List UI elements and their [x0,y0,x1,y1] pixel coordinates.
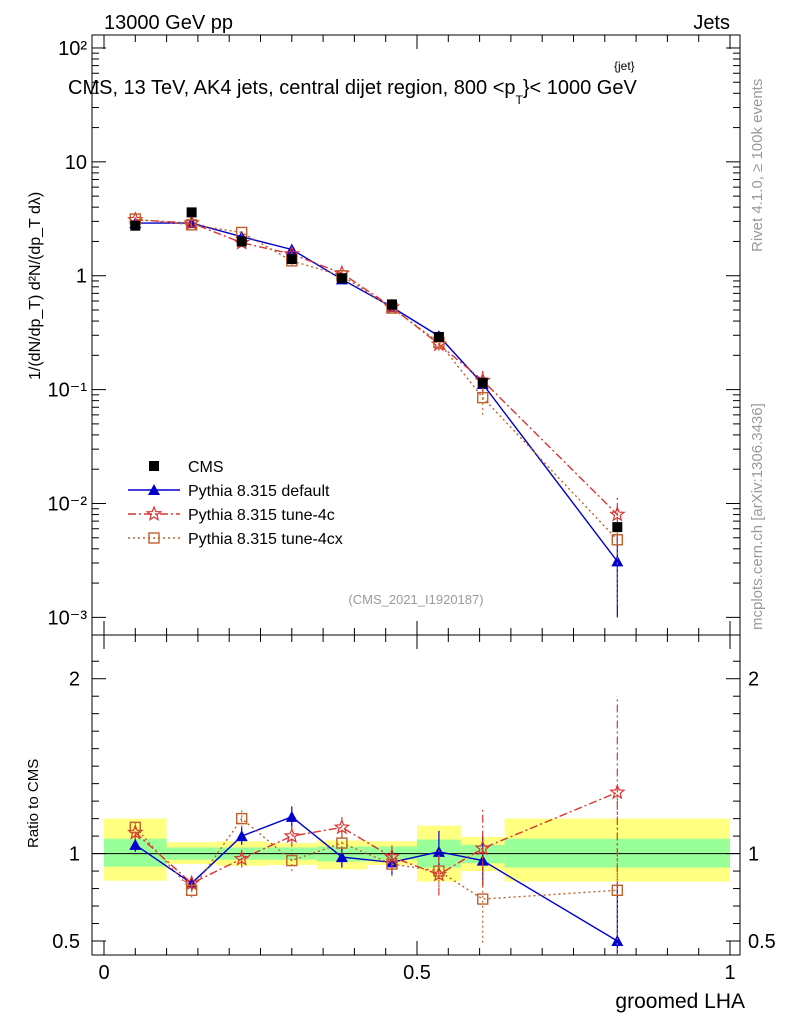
main-tune4cx-point [611,534,624,546]
ratio-default-point [235,830,248,842]
main-cms-point [130,220,141,231]
main-cms-point [236,236,247,247]
legend-label-default: Pythia 8.315 default [188,483,330,500]
ratio-y-tick-label: 2 [69,669,80,691]
ratio-tune4c-point [609,783,626,800]
main-cms-point [336,273,347,284]
main-y-axis-label-text: 1/(dN/dp_T) d²N/(dp_T dλ) [27,192,44,380]
ratio-tune4cx-point [129,821,142,834]
ratio-x-tick-label: 1 [724,962,735,984]
analysis-id: (CMS_2021_I1920187) [348,592,483,607]
ratio-default-point [335,851,348,863]
ratio-tune4cx-point [336,837,348,849]
main-plot-area: 10⁻³ 10⁻² 10⁻¹ 1 10 10² [48,34,741,636]
legend-marker-tune4cx [148,532,160,544]
main-y-tick-label: 10⁻³ [48,607,88,629]
ratio-tune4cx-point [386,858,398,870]
legend-marker-tune4c [145,505,163,522]
legend-label-tune4c: Pythia 8.315 tune-4c [188,507,335,524]
main-y-tick-label: 10² [58,38,87,60]
main-cms-point [286,254,297,265]
legend-marker-default [148,484,160,495]
ratio-tune4c-point [474,839,491,856]
mcplots-label: mcplots.cern.ch [arXiv:1306.3436] [749,403,766,630]
category-label: Jets [693,12,730,34]
ratio-tune4c-point [283,827,301,844]
ratio-tune4cx-point [236,812,248,825]
legend-label-cms: CMS [188,459,224,476]
ratio-tune4c-point [333,818,351,835]
legend-marker-cms [149,461,159,471]
ratio-y-axis-label: Ratio to CMS [25,759,42,848]
ratio-tune4c-line [134,791,618,885]
ratio-default-point [611,935,624,947]
main-cms-point [433,331,444,342]
legend-label-tune4cx: Pythia 8.315 tune-4cx [188,531,343,548]
ratio-y-tick-label: 1 [69,844,80,866]
main-cms-point [386,299,397,310]
plot-title-sub: T [516,93,524,107]
plot-title: CMS, 13 TeV, AK4 jets, central dijet reg… [68,77,637,107]
plot-title-main: CMS, 13 TeV, AK4 jets, central dijet reg… [68,77,516,99]
ratio-tune4cx-point [286,854,298,867]
energy-label: 13000 GeV pp [104,12,233,34]
ratio-y-tick-label-right: 1 [748,844,759,866]
ratio-tune4cx-point [477,893,489,905]
ratio-x-tick-label: 0.5 [403,962,431,984]
ratio-x-tick-label: 0 [98,962,109,984]
main-cms-point [612,522,623,533]
main-cms-point [186,207,197,218]
plot-title-super: {jet} [614,59,635,73]
ratio-y-tick-label-right: 2 [748,669,759,691]
main-y-axis-label: 1/(dN/dp_T) d²N/(dp_T dλ) [27,192,44,380]
main-y-tick-label: 10⁻¹ [48,380,88,402]
rivet-label: Rivet 4.1.0, ≥ 100k events [749,79,766,252]
main-tune4cx-point [185,219,198,231]
ratio-plot-area: 0 0.5 1 0.5 0.5 1 1 2 2 [52,634,776,984]
main-cms-point [477,377,488,388]
ratio-default-point [129,838,142,850]
plot-title-end: }< 1000 GeV [523,77,638,99]
ratio-tune4cx-point [185,884,198,897]
main-y-tick-label: 10⁻² [48,493,88,515]
main-y-tick-label: 1 [76,266,87,288]
ratio-y-tick-label: 0.5 [52,931,80,953]
ratio-frame [91,634,741,956]
ratio-tune4cx-point [611,884,624,897]
ratio-y-tick-label-right: 0.5 [748,931,776,953]
main-tune4cx-point [477,391,489,404]
main-tune4cx-line [135,218,618,541]
ratio-tune4cx-point [433,865,445,877]
x-axis-label: groomed LHA [615,990,745,1013]
main-default-point [611,555,624,567]
ratio-tune4c-point [233,850,250,866]
main-y-tick-label: 10 [65,152,87,174]
ratio-default-point [285,810,298,822]
ratio-default-point [476,854,489,866]
legend: CMS Pythia 8.315 default Pythia 8.315 tune… [128,459,343,548]
